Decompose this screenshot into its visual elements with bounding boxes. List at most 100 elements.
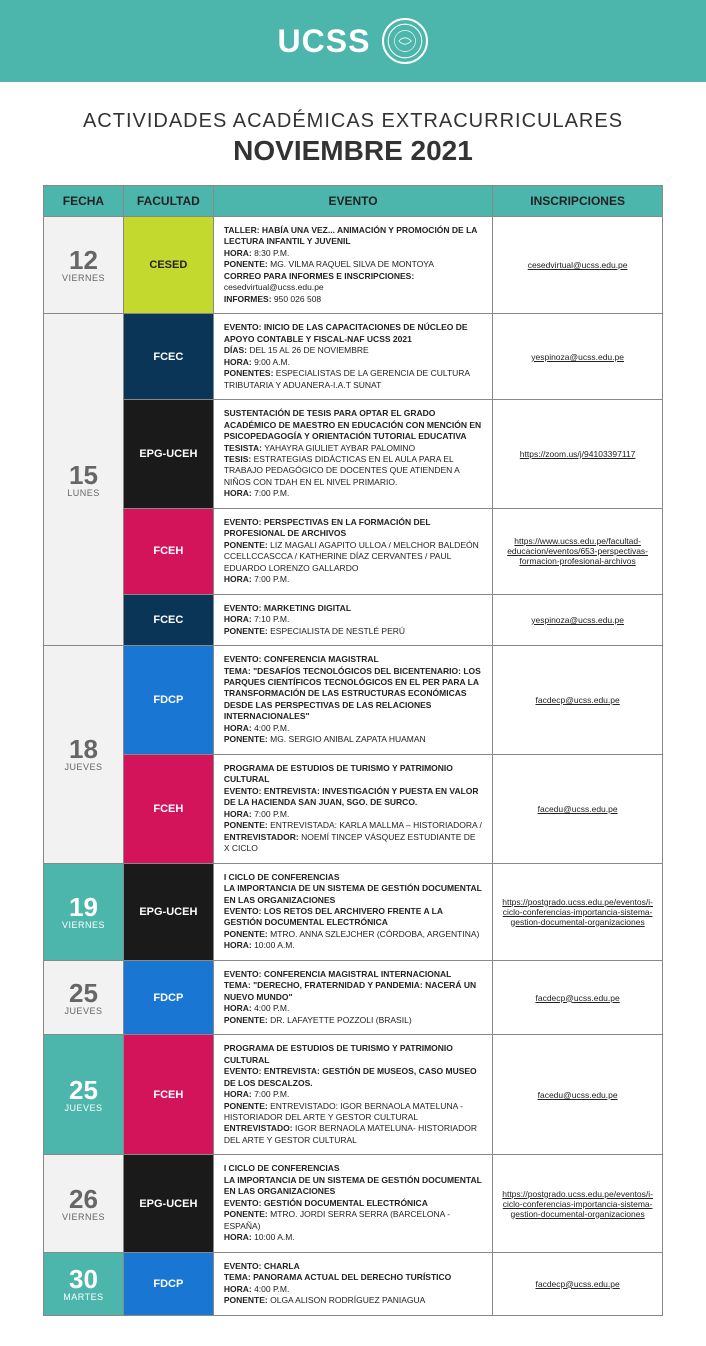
inscription-link[interactable]: facedu@ucss.edu.pe [538, 804, 618, 814]
inscription-cell: facedu@ucss.edu.pe [493, 754, 663, 863]
event-line: LA IMPORTANCIA DE UN SISTEMA DE GESTIÓN … [224, 1175, 482, 1198]
event-line: TEMA: "DESAFÍOS TECNOLÓGICOS DEL BICENTE… [224, 666, 482, 723]
faculty-cell: CESED [123, 217, 213, 314]
inscription-link[interactable]: facedu@ucss.edu.pe [538, 1090, 618, 1100]
event-line: PONENTE: ESPECIALISTA DE NESTLÉ PERÚ [224, 626, 482, 637]
date-number: 25 [44, 1077, 123, 1103]
event-line: INFORMES: 950 026 508 [224, 294, 482, 305]
event-line: TEMA: "DERECHO, FRATERNIDAD Y PANDEMIA: … [224, 980, 482, 1003]
event-line: PROGRAMA DE ESTUDIOS DE TURISMO Y PATRIM… [224, 763, 482, 786]
faculty-cell: EPG-UCEH [123, 400, 213, 509]
logo-seal-icon [382, 18, 428, 64]
date-day: MARTES [44, 1292, 123, 1302]
inscription-cell: yespinoza@ucss.edu.pe [493, 594, 663, 645]
table-row: EPG-UCEH SUSTENTACIÓN DE TESIS PARA OPTAR… [44, 400, 663, 509]
event-line: TESIS: ESTRATEGIAS DIDÁCTICAS EN EL AULA… [224, 454, 482, 488]
table-row: 30MARTESFDCPEVENTO: CHARLATEMA: PANORAMA… [44, 1252, 663, 1315]
col-inscripciones: INSCRIPCIONES [493, 186, 663, 217]
event-line: PONENTE: ENTREVISTADA: KARLA MALLMA – HI… [224, 820, 482, 831]
faculty-cell: FDCP [123, 960, 213, 1034]
inscription-cell: facdecp@ucss.edu.pe [493, 1252, 663, 1315]
inscription-cell: https://postgrado.ucss.edu.pe/eventos/i-… [493, 1155, 663, 1252]
event-line: EVENTO: LOS RETOS DEL ARCHIVERO FRENTE A… [224, 906, 482, 929]
date-number: 18 [44, 736, 123, 762]
event-line: PONENTE: ENTREVISTADO: IGOR BERNAOLA MAT… [224, 1101, 482, 1124]
date-day: JUEVES [44, 762, 123, 772]
inscription-cell: cesedvirtual@ucss.edu.pe [493, 217, 663, 314]
schedule-table: FECHA FACULTAD EVENTO INSCRIPCIONES 12VI… [43, 185, 663, 1316]
event-line: EVENTO: CONFERENCIA MAGISTRAL [224, 654, 482, 665]
event-cell: EVENTO: CHARLATEMA: PANORAMA ACTUAL DEL … [213, 1252, 492, 1315]
event-line: HORA: 7:00 P.M. [224, 488, 482, 499]
event-line: EVENTO: CHARLA [224, 1261, 482, 1272]
date-number: 12 [44, 247, 123, 273]
event-line: HORA: 4:00 P.M. [224, 1284, 482, 1295]
inscription-cell: facdecp@ucss.edu.pe [493, 646, 663, 755]
event-line: CORREO PARA INFORMES E INSCRIPCIONES: [224, 271, 482, 282]
date-number: 26 [44, 1186, 123, 1212]
inscription-link[interactable]: facdecp@ucss.edu.pe [535, 695, 619, 705]
inscription-link[interactable]: cesedvirtual@ucss.edu.pe [528, 260, 628, 270]
event-line: HORA: 10:00 A.M. [224, 940, 482, 951]
inscription-link[interactable]: https://www.ucss.edu.pe/facultad-educaci… [501, 536, 654, 566]
inscription-link[interactable]: yespinoza@ucss.edu.pe [531, 352, 624, 362]
inscription-link[interactable]: https://postgrado.ucss.edu.pe/eventos/i-… [501, 1189, 654, 1219]
inscription-cell: https://zoom.us/j/94103397117 [493, 400, 663, 509]
faculty-cell: FCEH [123, 754, 213, 863]
date-day: JUEVES [44, 1006, 123, 1016]
event-line: HORA: 7:00 P.M. [224, 1089, 482, 1100]
table-row: 18JUEVESFDCPEVENTO: CONFERENCIA MAGISTRA… [44, 646, 663, 755]
event-line: EVENTO: GESTIÓN DOCUMENTAL ELECTRÓNICA [224, 1198, 482, 1209]
date-cell: 26VIERNES [44, 1155, 124, 1252]
event-line: HORA: 4:00 P.M. [224, 1003, 482, 1014]
table-row: FCECEVENTO: MARKETING DIGITALHORA: 7:10 … [44, 594, 663, 645]
event-line: I CICLO DE CONFERENCIAS [224, 1163, 482, 1174]
event-line: TESISTA: YAHAYRA GIULIET AYBAR PALOMINO [224, 443, 482, 454]
date-number: 30 [44, 1266, 123, 1292]
event-line: PONENTE: MTRO. ANNA SZLEJCHER (CÓRDOBA, … [224, 929, 482, 940]
inscription-cell: facdecp@ucss.edu.pe [493, 960, 663, 1034]
date-day: VIERNES [44, 273, 123, 283]
event-line: PONENTES: ESPECIALISTAS DE LA GERENCIA D… [224, 368, 482, 391]
inscription-cell: https://www.ucss.edu.pe/facultad-educaci… [493, 508, 663, 594]
inscription-link[interactable]: https://zoom.us/j/94103397117 [520, 449, 636, 459]
event-cell: PROGRAMA DE ESTUDIOS DE TURISMO Y PATRIM… [213, 754, 492, 863]
date-cell: 30MARTES [44, 1252, 124, 1315]
inscription-cell: yespinoza@ucss.edu.pe [493, 314, 663, 400]
table-row: 25JUEVESFCEHPROGRAMA DE ESTUDIOS DE TURI… [44, 1035, 663, 1155]
event-line: SUSTENTACIÓN DE TESIS PARA OPTAR EL GRAD… [224, 408, 482, 442]
event-cell: I CICLO DE CONFERENCIASLA IMPORTANCIA DE… [213, 863, 492, 960]
date-cell: 19VIERNES [44, 863, 124, 960]
faculty-cell: FDCP [123, 1252, 213, 1315]
event-line: PROGRAMA DE ESTUDIOS DE TURISMO Y PATRIM… [224, 1043, 482, 1066]
table-row: 25JUEVESFDCPEVENTO: CONFERENCIA MAGISTRA… [44, 960, 663, 1034]
title-line1: ACTIVIDADES ACADÉMICAS EXTRACURRICULARES [20, 110, 686, 133]
event-line: PONENTE: MTRO. JORDI SERRA SERRA (BARCEL… [224, 1209, 482, 1232]
date-cell: 25JUEVES [44, 1035, 124, 1155]
inscription-link[interactable]: yespinoza@ucss.edu.pe [531, 615, 624, 625]
event-line: HORA: 10:00 A.M. [224, 1232, 482, 1243]
event-cell: EVENTO: MARKETING DIGITALHORA: 7:10 P.M.… [213, 594, 492, 645]
event-line: DÍAS: DEL 15 AL 26 DE NOVIEMBRE [224, 345, 482, 356]
event-line: PONENTE: OLGA ALISON RODRÍGUEZ PANIAGUA [224, 1295, 482, 1306]
date-number: 15 [44, 462, 123, 488]
event-cell: EVENTO: CONFERENCIA MAGISTRAL INTERNACIO… [213, 960, 492, 1034]
inscription-link[interactable]: facdecp@ucss.edu.pe [535, 1279, 619, 1289]
col-evento: EVENTO [213, 186, 492, 217]
event-line: EVENTO: MARKETING DIGITAL [224, 603, 482, 614]
event-line: HORA: 9:00 A.M. [224, 357, 482, 368]
faculty-cell: FCEC [123, 594, 213, 645]
event-cell: EVENTO: CONFERENCIA MAGISTRALTEMA: "DESA… [213, 646, 492, 755]
inscription-link[interactable]: facdecp@ucss.edu.pe [535, 993, 619, 1003]
event-line: PONENTE: MG. VILMA RAQUEL SILVA DE MONTO… [224, 259, 482, 270]
event-line: ENTREVISTADOR: NOEMÍ TINCEP VÁSQUEZ ESTU… [224, 832, 482, 855]
event-line: HORA: 8:30 P.M. [224, 248, 482, 259]
event-line: cesedvirtual@ucss.edu.pe [224, 282, 482, 293]
title-line2: NOVIEMBRE 2021 [20, 135, 686, 167]
event-line: I CICLO DE CONFERENCIAS [224, 872, 482, 883]
table-row: 12VIERNESCESEDTALLER: HABÍA UNA VEZ... A… [44, 217, 663, 314]
event-line: HORA: 4:00 P.M. [224, 723, 482, 734]
table-row: 26VIERNESEPG-UCEHI CICLO DE CONFERENCIAS… [44, 1155, 663, 1252]
header-row: FECHA FACULTAD EVENTO INSCRIPCIONES [44, 186, 663, 217]
inscription-link[interactable]: https://postgrado.ucss.edu.pe/eventos/i-… [501, 897, 654, 927]
